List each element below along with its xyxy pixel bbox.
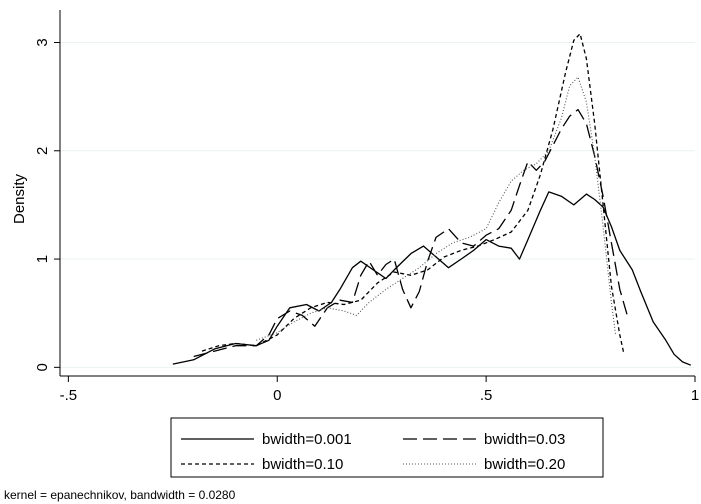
x-tick-label: 0 [273, 387, 281, 404]
legend-label: bwidth=0.001 [262, 431, 352, 448]
x-tick-label: 1 [691, 387, 699, 404]
x-tick-label: .5 [480, 387, 493, 404]
series-lines [172, 33, 692, 366]
y-tick-label: 3 [34, 38, 51, 46]
y-tick-label: 0 [34, 363, 51, 371]
legend-item: bwidth=0.20 [403, 456, 565, 473]
legend-item: bwidth=0.10 [181, 456, 343, 473]
series-line-4 [256, 76, 617, 341]
footnote: kernel = epanechnikov, bandwidth = 0.028… [4, 488, 236, 502]
legend-label: bwidth=0.20 [484, 456, 565, 473]
legend-items: bwidth=0.001 bwidth=0.03 bwidth=0.10 bwidth… [181, 431, 565, 473]
x-tick-label: -.5 [60, 387, 78, 404]
legend-item: bwidth=0.03 [403, 431, 565, 448]
legend-box [170, 417, 604, 478]
y-axis-title: Density [11, 173, 28, 224]
series-line-1 [172, 191, 692, 366]
y-tick-label: 2 [34, 147, 51, 155]
grid-lines [60, 41, 695, 368]
series-line-3 [201, 33, 625, 355]
tick-marks [54, 41, 696, 382]
legend-label: bwidth=0.03 [484, 431, 565, 448]
series-line-2 [193, 108, 629, 358]
legend-item: bwidth=0.001 [181, 431, 352, 448]
y-tick-label: 1 [34, 255, 51, 263]
legend: bwidth=0.001 bwidth=0.03 bwidth=0.10 bwidth… [170, 417, 604, 478]
tick-labels: 0 1 2 3 -.5 0 .5 1 [34, 38, 699, 404]
legend-label: bwidth=0.10 [262, 456, 343, 473]
axes [59, 10, 695, 377]
